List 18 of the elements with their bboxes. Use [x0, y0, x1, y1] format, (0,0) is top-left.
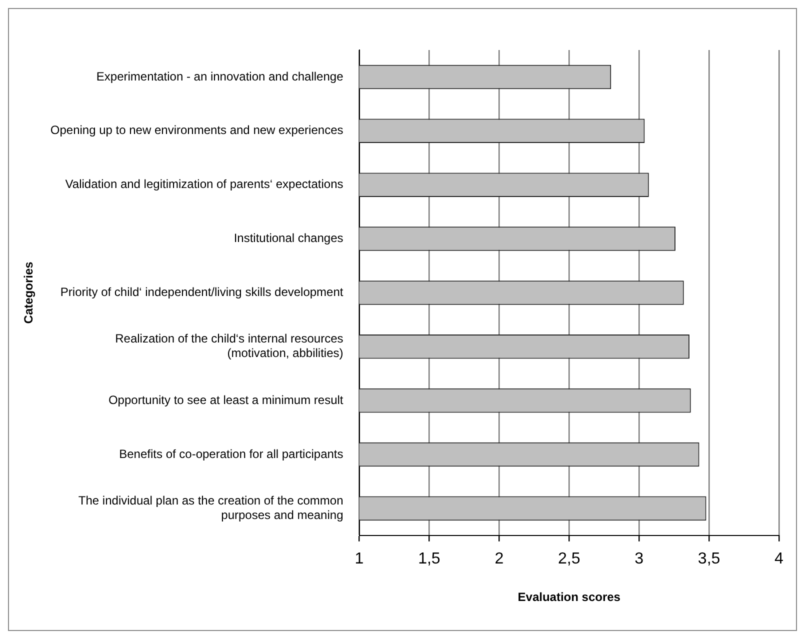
y-tick-label: Opening up to new environments and new experiences: [50, 123, 344, 138]
y-tick-label: Realization of the child‘s internal resources (motivation, abbilities): [115, 332, 344, 360]
y-tick-label: Benefits of co-operation for all participants: [119, 446, 344, 461]
y-tick-label: Institutional changes: [234, 231, 344, 246]
y-tick-label: Validation and legitimization of parents‘ expectations: [65, 177, 344, 192]
y-tick-label: Opportunity to see at least a minimum result: [108, 392, 344, 407]
x-tick-label: 1,5: [418, 550, 440, 568]
y-tick-label: Experimentation - an innovation and challenge: [96, 69, 344, 84]
x-tick-label: 2,5: [558, 550, 580, 568]
y-axis-title: Categories: [22, 261, 36, 324]
y-tick-label: Priority of child‘ independent/living skills development: [60, 285, 344, 300]
x-tick-label: 3,5: [698, 550, 720, 568]
x-tick-label: 1: [354, 550, 364, 568]
x-tick-label: 4: [774, 550, 784, 568]
x-tick-label: 3: [634, 550, 644, 568]
x-axis-title: Evaluation scores: [518, 590, 621, 604]
y-tick-label: The individual plan as the creation of the common purposes and meaning: [78, 494, 344, 522]
x-tick-label: 2: [494, 550, 504, 568]
